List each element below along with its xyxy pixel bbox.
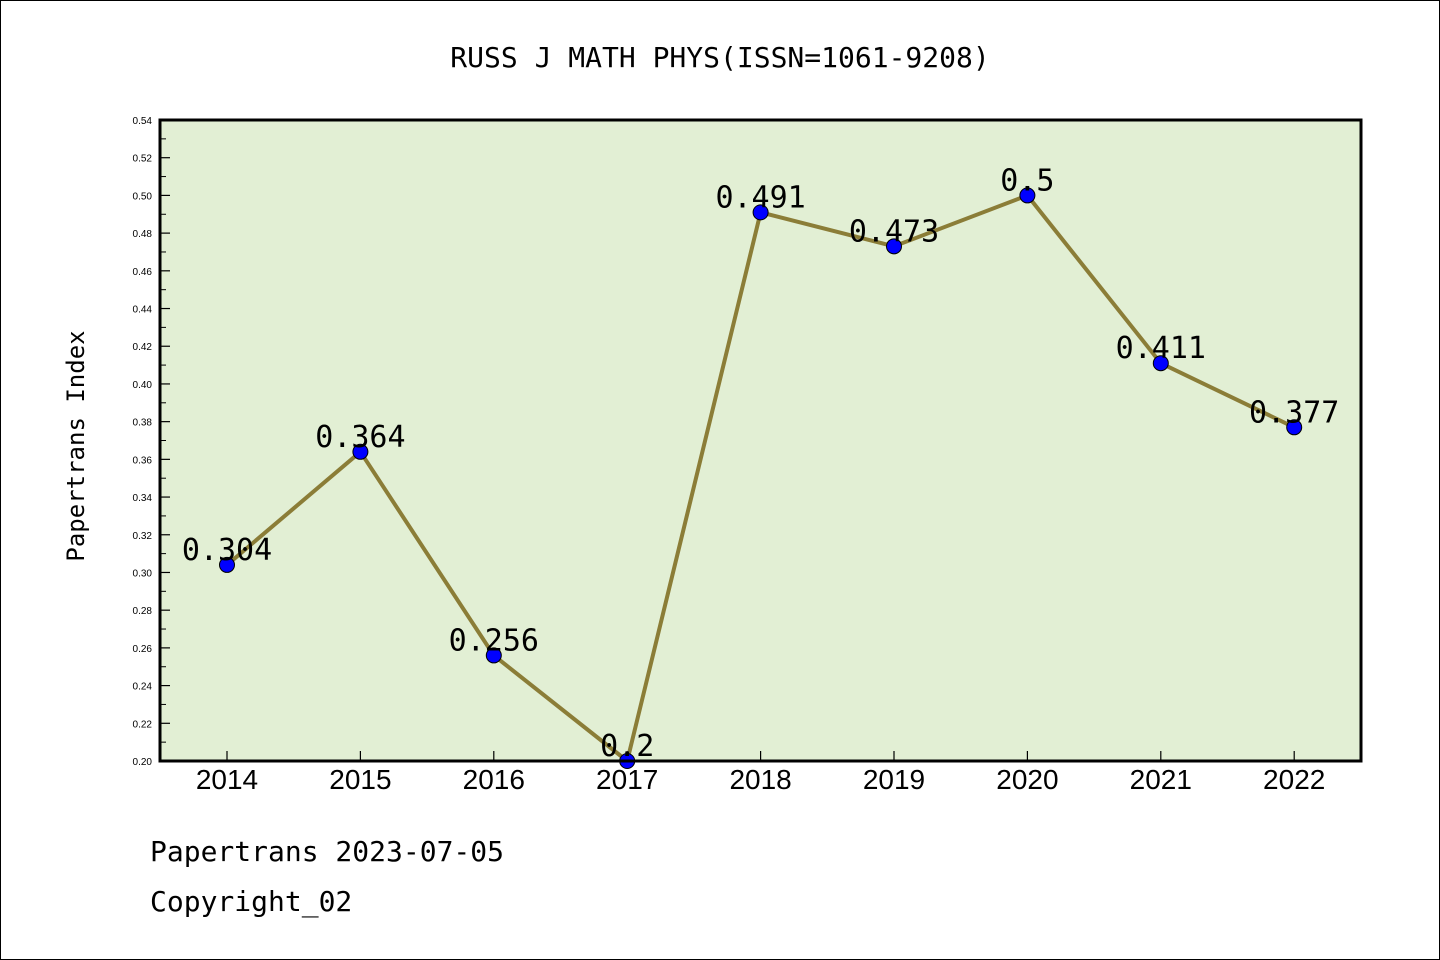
- data-label: 0.304: [182, 533, 272, 568]
- data-point: [352, 443, 369, 460]
- x-tick-label: 2017: [596, 764, 658, 795]
- y-tick-label: 0.52: [133, 154, 153, 165]
- x-tick-label: 2021: [1130, 764, 1192, 795]
- data-label: 0.411: [1116, 331, 1206, 366]
- y-tick-label: 0.22: [133, 719, 153, 730]
- data-point: [1286, 419, 1303, 436]
- y-tick-label: 0.28: [133, 606, 153, 617]
- x-axis-ticks: 2014 2015 2016 2017 2018 2019 2020 2021 2022: [196, 751, 1325, 795]
- y-tick-label: 0.42: [133, 342, 153, 353]
- x-tick-label: 2014: [196, 764, 258, 795]
- data-point: [752, 204, 769, 221]
- x-tick-label: 2018: [729, 764, 791, 795]
- x-tick-label: 2015: [329, 764, 391, 795]
- data-point: [1152, 355, 1169, 372]
- data-point: [1019, 187, 1036, 204]
- data-label: 0.5: [1000, 163, 1054, 198]
- y-axis-label: Papertrans Index: [62, 330, 90, 561]
- data-label: 0.473: [849, 214, 939, 249]
- y-tick-label: 0.48: [133, 229, 153, 240]
- y-tick-label: 0.32: [133, 531, 153, 542]
- y-tick-label: 0.30: [133, 568, 153, 579]
- y-tick-label: 0.44: [133, 305, 153, 316]
- y-tick-label: 0.54: [133, 116, 153, 127]
- plot-area: [160, 120, 1361, 761]
- x-tick-label: 2020: [996, 764, 1058, 795]
- footer-copyright: Copyright_02: [150, 885, 353, 918]
- y-tick-label: 0.24: [133, 682, 153, 693]
- data-labels: 0.304 0.364 0.256 0.2 0.491 0.473 0.5 0.411 0.37…: [182, 163, 1340, 764]
- y-tick-label: 0.38: [133, 418, 153, 429]
- x-tick-label: 2022: [1263, 764, 1325, 795]
- y-tick-label: 0.50: [133, 191, 153, 202]
- chart-title: RUSS J MATH PHYS(ISSN=1061-9208): [450, 41, 989, 74]
- data-point: [485, 647, 502, 664]
- data-label: 0.491: [715, 180, 805, 215]
- data-label: 0.377: [1249, 395, 1339, 430]
- series-markers: [219, 187, 1303, 769]
- x-tick-label: 2016: [463, 764, 525, 795]
- data-label: 0.364: [315, 420, 405, 455]
- y-tick-label: 0.36: [133, 455, 153, 466]
- y-tick-label: 0.26: [133, 644, 153, 655]
- y-tick-label: 0.46: [133, 267, 153, 278]
- y-tick-label: 0.20: [133, 757, 153, 768]
- data-label: 0.256: [449, 623, 539, 658]
- footer-date: Papertrans 2023-07-05: [150, 835, 505, 868]
- y-tick-label: 0.40: [133, 380, 153, 391]
- data-label: 0.2: [600, 729, 654, 764]
- data-point: [219, 556, 235, 573]
- plot-border: [158, 118, 1363, 763]
- data-point: [886, 238, 902, 255]
- y-tick-label: 0.34: [133, 493, 153, 504]
- x-tick-label: 2019: [863, 764, 925, 795]
